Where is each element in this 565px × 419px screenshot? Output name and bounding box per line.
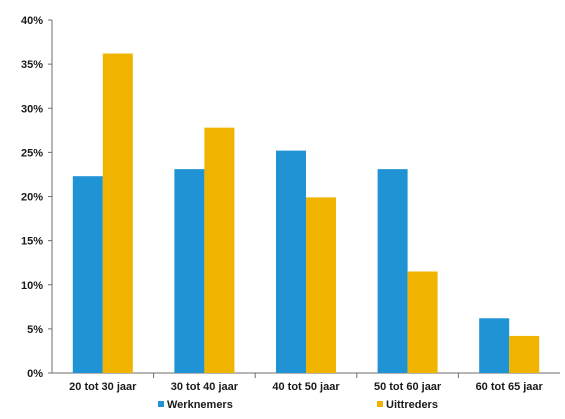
x-tick-label: 20 tot 30 jaar — [69, 381, 137, 393]
y-tick-label: 10% — [21, 280, 43, 292]
bars-group — [72, 53, 540, 373]
x-tick-label: 60 tot 65 jaar — [476, 381, 544, 393]
bar-uittreders — [407, 271, 438, 373]
bar-werknemers — [377, 169, 408, 373]
x-tick-label: 40 tot 50 jaar — [272, 381, 340, 393]
y-axis: 0% 5% 10% 15% 20% 25% 30% 35% 40% — [21, 15, 53, 380]
bar-uittreders — [509, 335, 540, 373]
y-tick-label: 30% — [21, 103, 43, 115]
x-axis: 20 tot 30 jaar 30 tot 40 jaar 40 tot 50 ja… — [52, 372, 560, 393]
y-tick-label: 40% — [21, 15, 43, 27]
legend-swatch — [158, 401, 164, 407]
bar-werknemers — [276, 150, 306, 373]
legend: Werknemers Uittreders — [158, 399, 438, 411]
bar-uittreders — [204, 127, 235, 373]
legend-label: Werknemers — [167, 399, 233, 411]
y-tick-label: 5% — [27, 324, 43, 336]
legend-label: Uittreders — [386, 399, 438, 411]
x-tick-label: 30 tot 40 jaar — [171, 381, 239, 393]
bar-uittreders — [306, 197, 336, 373]
y-tick-label: 15% — [21, 236, 43, 248]
bar-uittreders — [102, 53, 133, 373]
y-tick-label: 25% — [21, 147, 43, 159]
bar-werknemers — [174, 169, 205, 373]
legend-swatch — [377, 401, 383, 407]
y-tick-label: 35% — [21, 59, 43, 71]
bar-werknemers — [72, 176, 103, 373]
bar-werknemers — [479, 318, 510, 373]
y-tick-label: 20% — [21, 192, 43, 204]
y-tick-label: 0% — [27, 368, 43, 380]
x-tick-label: 50 tot 60 jaar — [374, 381, 442, 393]
